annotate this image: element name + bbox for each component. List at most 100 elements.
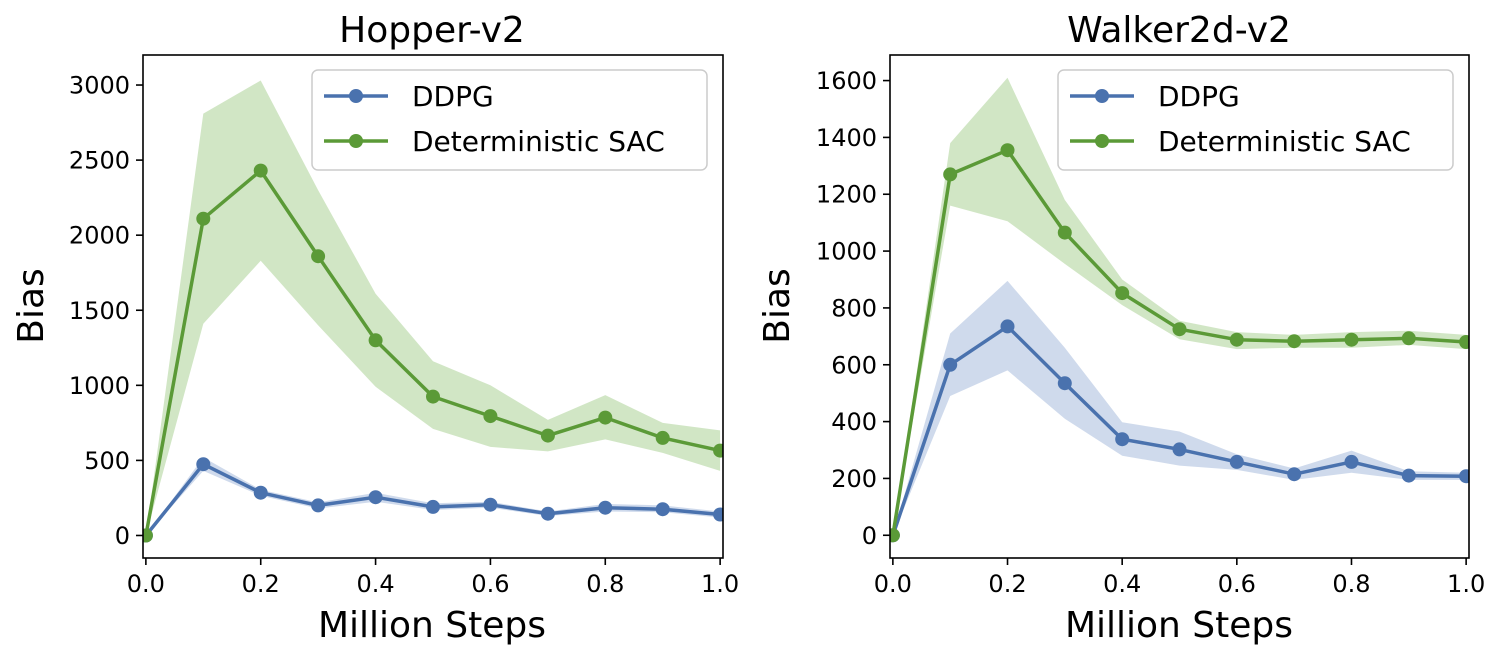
axes-frame bbox=[889, 54, 1470, 559]
data-point-ddpg bbox=[1459, 469, 1469, 484]
y-axis-label: Bias bbox=[11, 268, 52, 344]
data-point-ddpg bbox=[1344, 454, 1359, 469]
data-point-ddpg bbox=[598, 500, 613, 515]
data-point-dsac bbox=[1115, 286, 1130, 301]
y-tick-label: 3000 bbox=[69, 72, 130, 100]
data-point-dsac bbox=[598, 410, 613, 425]
data-point-ddpg bbox=[426, 499, 440, 514]
data-point-dsac bbox=[196, 211, 211, 226]
data-point-ddpg bbox=[368, 490, 383, 505]
legend-dsac-label: Deterministic SAC bbox=[412, 125, 665, 158]
data-point-dsac bbox=[1401, 331, 1416, 346]
legend-ddpg-marker bbox=[1095, 89, 1109, 103]
data-point-ddpg bbox=[655, 502, 670, 517]
confidence-band-dsac bbox=[145, 80, 721, 536]
plot-clipped bbox=[143, 80, 723, 543]
legend-box bbox=[1057, 69, 1454, 171]
y-tick-label: 1500 bbox=[69, 297, 130, 325]
data-point-dsac bbox=[1344, 332, 1359, 347]
legend-dsac-label: Deterministic SAC bbox=[1158, 125, 1411, 158]
x-tick-label: 0.2 bbox=[242, 570, 280, 598]
data-point-ddpg bbox=[1287, 467, 1302, 482]
x-tick-label: 0.4 bbox=[1103, 570, 1141, 598]
y-tick-label: 2000 bbox=[69, 222, 130, 250]
data-point-dsac bbox=[655, 430, 670, 445]
y-tick-label: 400 bbox=[831, 408, 877, 436]
data-point-dsac bbox=[890, 528, 900, 543]
data-point-ddpg bbox=[1172, 442, 1187, 457]
legend: DDPG Deterministic SAC bbox=[1057, 69, 1454, 171]
data-point-dsac bbox=[426, 389, 440, 404]
y-tick-label: 800 bbox=[831, 294, 877, 322]
x-tick-label: 0.6 bbox=[471, 570, 509, 598]
plot-area: 0.0 0.2 0.4 0.6 0.8 1.0 0 500 1000 1500 2000 2500 30… bbox=[69, 72, 739, 598]
x-tick-label: 0.2 bbox=[988, 570, 1026, 598]
x-tick-label: 0.0 bbox=[127, 570, 165, 598]
data-point-dsac bbox=[253, 163, 268, 178]
data-point-ddpg bbox=[713, 507, 723, 522]
data-point-ddpg bbox=[1229, 454, 1244, 469]
chart-panel-hopper: Hopper-v2 Million Steps Bias 0.0 0.2 0.4 0.… bbox=[11, 10, 739, 646]
confidence-band-ddpg bbox=[892, 280, 1467, 536]
data-point-ddpg bbox=[943, 357, 958, 372]
data-point-ddpg bbox=[540, 506, 555, 521]
x-tick-label: 0.4 bbox=[356, 570, 394, 598]
data-point-ddpg bbox=[253, 485, 268, 500]
plot-area: 0.0 0.2 0.4 0.6 0.8 1.0 0 200 400 600 800 1000 1200 1… bbox=[816, 67, 1485, 598]
data-point-ddpg bbox=[1115, 432, 1130, 447]
y-tick-label: 1000 bbox=[69, 372, 130, 400]
data-point-ddpg bbox=[1057, 376, 1072, 391]
y-tick-label: 1200 bbox=[816, 181, 877, 209]
x-axis-label: Million Steps bbox=[318, 605, 546, 646]
axes-frame bbox=[142, 54, 724, 559]
confidence-band-ddpg bbox=[145, 457, 721, 536]
data-point-ddpg bbox=[196, 457, 211, 472]
y-tick-label: 0 bbox=[862, 522, 877, 550]
legend: DDPG Deterministic SAC bbox=[311, 69, 708, 171]
plot-clipped bbox=[890, 77, 1469, 543]
data-point-dsac bbox=[1229, 332, 1244, 347]
data-point-ddpg bbox=[483, 497, 498, 512]
data-point-dsac bbox=[1287, 334, 1302, 349]
y-tick-label: 2500 bbox=[69, 147, 130, 175]
data-point-dsac bbox=[1172, 322, 1187, 337]
data-point-dsac bbox=[713, 443, 723, 458]
chart-title: Hopper-v2 bbox=[339, 10, 525, 51]
legend-dsac-marker bbox=[349, 134, 363, 148]
legend-box bbox=[311, 69, 708, 171]
data-point-dsac bbox=[1057, 225, 1072, 240]
y-tick-label: 1400 bbox=[816, 124, 877, 152]
legend-dsac-marker bbox=[1095, 134, 1109, 148]
y-tick-label: 0 bbox=[115, 522, 130, 550]
legend-ddpg-label: DDPG bbox=[412, 80, 494, 113]
legend-ddpg-marker bbox=[349, 89, 363, 103]
data-point-dsac bbox=[311, 249, 326, 264]
data-point-dsac bbox=[143, 528, 153, 543]
y-axis-label: Bias bbox=[757, 268, 798, 344]
data-point-dsac bbox=[540, 428, 555, 443]
data-point-ddpg bbox=[311, 498, 326, 513]
chart-panel-walker: Walker2d-v2 Million Steps Bias 0.0 0.2 0.4… bbox=[757, 10, 1485, 646]
x-tick-label: 0.8 bbox=[1332, 570, 1370, 598]
data-point-dsac bbox=[943, 167, 958, 182]
x-tick-label: 0.8 bbox=[586, 570, 624, 598]
data-point-dsac bbox=[483, 409, 498, 424]
x-tick-label: 0.6 bbox=[1218, 570, 1256, 598]
chart-title: Walker2d-v2 bbox=[1067, 10, 1291, 51]
y-tick-label: 500 bbox=[84, 447, 130, 475]
y-tick-label: 200 bbox=[831, 465, 877, 493]
data-point-ddpg bbox=[1000, 319, 1015, 334]
y-tick-label: 600 bbox=[831, 351, 877, 379]
y-tick-label: 1600 bbox=[816, 67, 877, 95]
data-point-dsac bbox=[1459, 335, 1469, 349]
data-point-dsac bbox=[368, 333, 383, 348]
data-point-ddpg bbox=[1401, 468, 1416, 483]
x-tick-label: 1.0 bbox=[701, 570, 739, 598]
data-point-dsac bbox=[1000, 143, 1015, 158]
x-tick-label: 0.0 bbox=[874, 570, 912, 598]
x-tick-label: 1.0 bbox=[1447, 570, 1485, 598]
x-axis-label: Million Steps bbox=[1065, 605, 1293, 646]
y-tick-label: 1000 bbox=[816, 238, 877, 266]
legend-ddpg-label: DDPG bbox=[1158, 80, 1240, 113]
